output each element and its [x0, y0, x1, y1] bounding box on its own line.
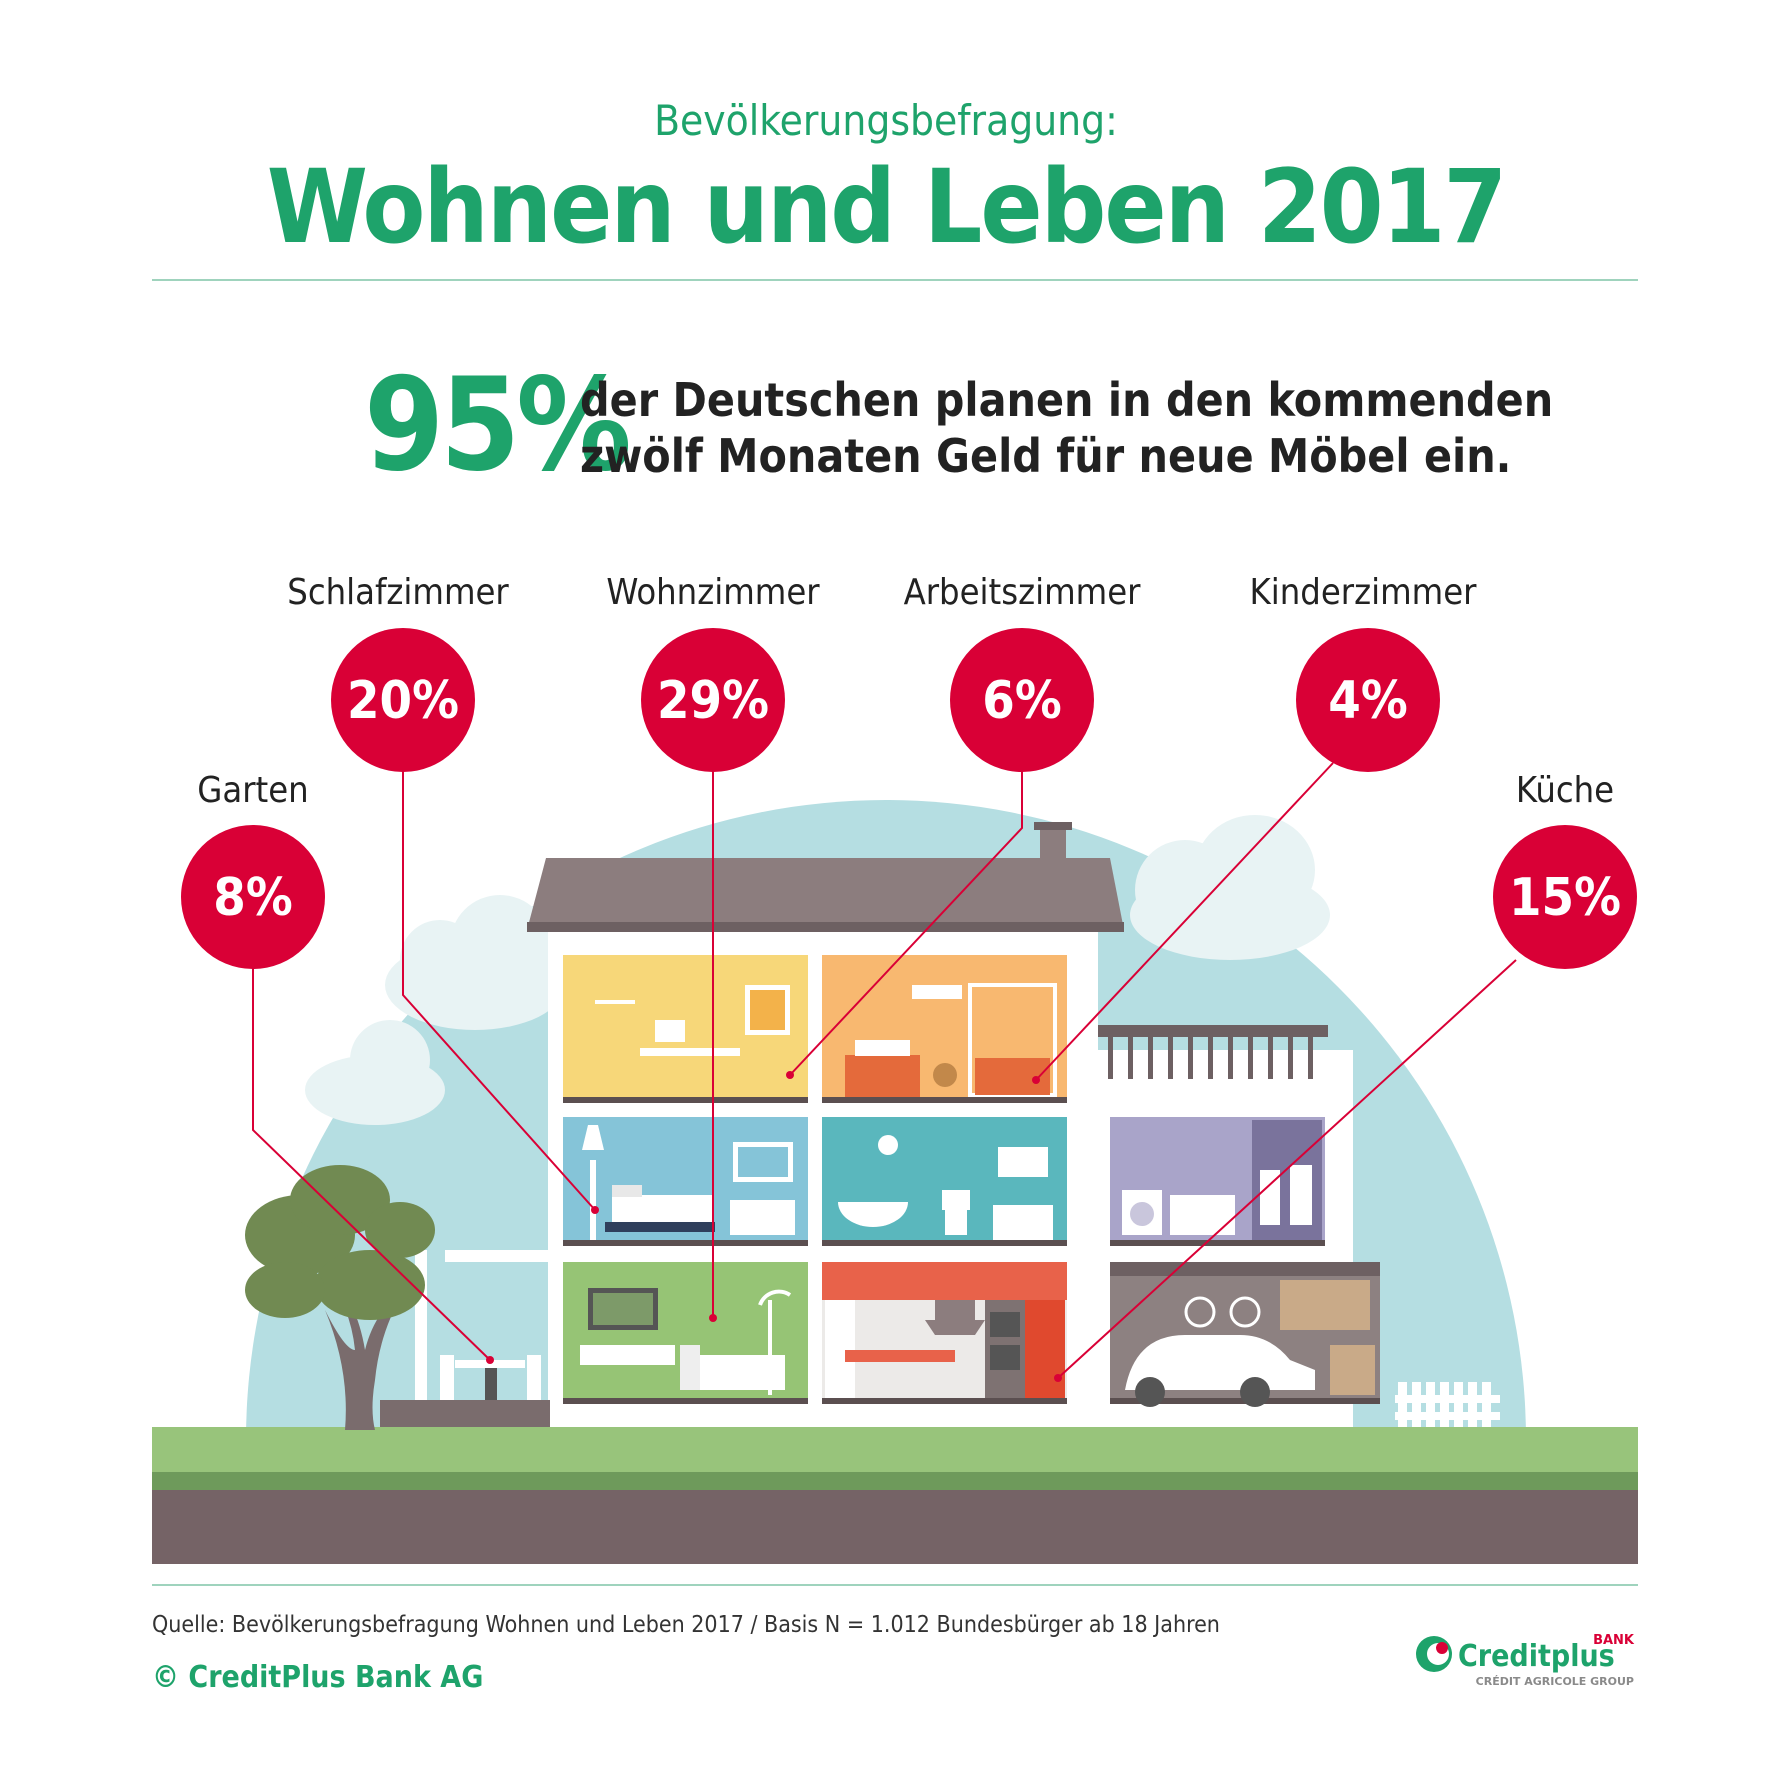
grass-dark: [152, 1472, 1638, 1490]
bubble-kinderzimmer: 4%: [1296, 628, 1440, 772]
top-divider: [152, 279, 1638, 281]
label-garten: Garten: [197, 770, 309, 811]
office-furniture: [595, 985, 790, 1056]
bubble-garten: 8%: [181, 825, 325, 969]
fence: [1395, 1382, 1500, 1427]
copyright: © CreditPlus Bank AG: [152, 1660, 484, 1695]
living-furniture: [580, 1288, 792, 1395]
headline-percent: 95%: [364, 351, 632, 500]
roof: [527, 858, 1124, 930]
bubble-wohnzimmer: 29%: [641, 628, 785, 772]
bubble-arbeitszimmer-percent: 6%: [982, 671, 1061, 731]
callout-dots: [486, 1071, 1062, 1382]
headline-line-2: zwölf Monaten Geld für neue Möbel ein.: [580, 429, 1512, 483]
bubble-kueche-percent: 15%: [1509, 868, 1621, 928]
bathroom-furniture: [838, 1135, 1053, 1240]
logo-name: Creditplus: [1458, 1639, 1615, 1674]
label-arbeitszimmer: Arbeitszimmer: [903, 572, 1141, 613]
bubble-kueche: 15%: [1493, 825, 1637, 969]
soil: [152, 1490, 1638, 1564]
label-kueche: Küche: [1515, 770, 1615, 811]
bedroom-furniture: [582, 1125, 795, 1240]
logo-badge: BANK: [1593, 1633, 1635, 1648]
label-kinderzimmer: Kinderzimmer: [1249, 572, 1477, 613]
tree: [245, 1165, 435, 1430]
bottom-divider: [152, 1584, 1638, 1586]
bubble-kinderzimmer-percent: 4%: [1328, 671, 1407, 731]
bubble-arbeitszimmer: 6%: [950, 628, 1094, 772]
chimney: [1040, 828, 1066, 858]
laundry-furniture: [1122, 1120, 1322, 1240]
page-title: Wohnen und Leben 2017: [266, 148, 1508, 267]
label-schlafzimmer: Schlafzimmer: [287, 572, 509, 613]
callout-lines: [252, 762, 1517, 1379]
logo-group: CRÉDIT AGRICOLE GROUP: [1476, 1675, 1634, 1688]
kitchen-furniture: [825, 1300, 1065, 1398]
subtitle: Bevölkerungsbefragung:: [654, 96, 1118, 145]
grass: [152, 1427, 1638, 1472]
headline-text: der Deutschen planen in den kommenden zw…: [580, 372, 1553, 484]
bubble-schlafzimmer: 20%: [331, 628, 475, 772]
bubble-wohnzimmer-percent: 29%: [657, 671, 769, 731]
cloud-group: [305, 815, 1330, 1125]
bubble-schlafzimmer-percent: 20%: [347, 671, 459, 731]
garage-contents: [1125, 1280, 1375, 1407]
source-note: Quelle: Bevölkerungsbefragung Wohnen und…: [152, 1612, 1220, 1638]
headline-line-1: der Deutschen planen in den kommenden: [580, 373, 1554, 427]
bubble-garten-percent: 8%: [213, 868, 292, 928]
kids-furniture: [845, 983, 1057, 1097]
creditplus-logo: Creditplus BANK CRÉDIT AGRICOLE GROUP: [1416, 1633, 1635, 1688]
label-wohnzimmer: Wohnzimmer: [606, 572, 820, 613]
